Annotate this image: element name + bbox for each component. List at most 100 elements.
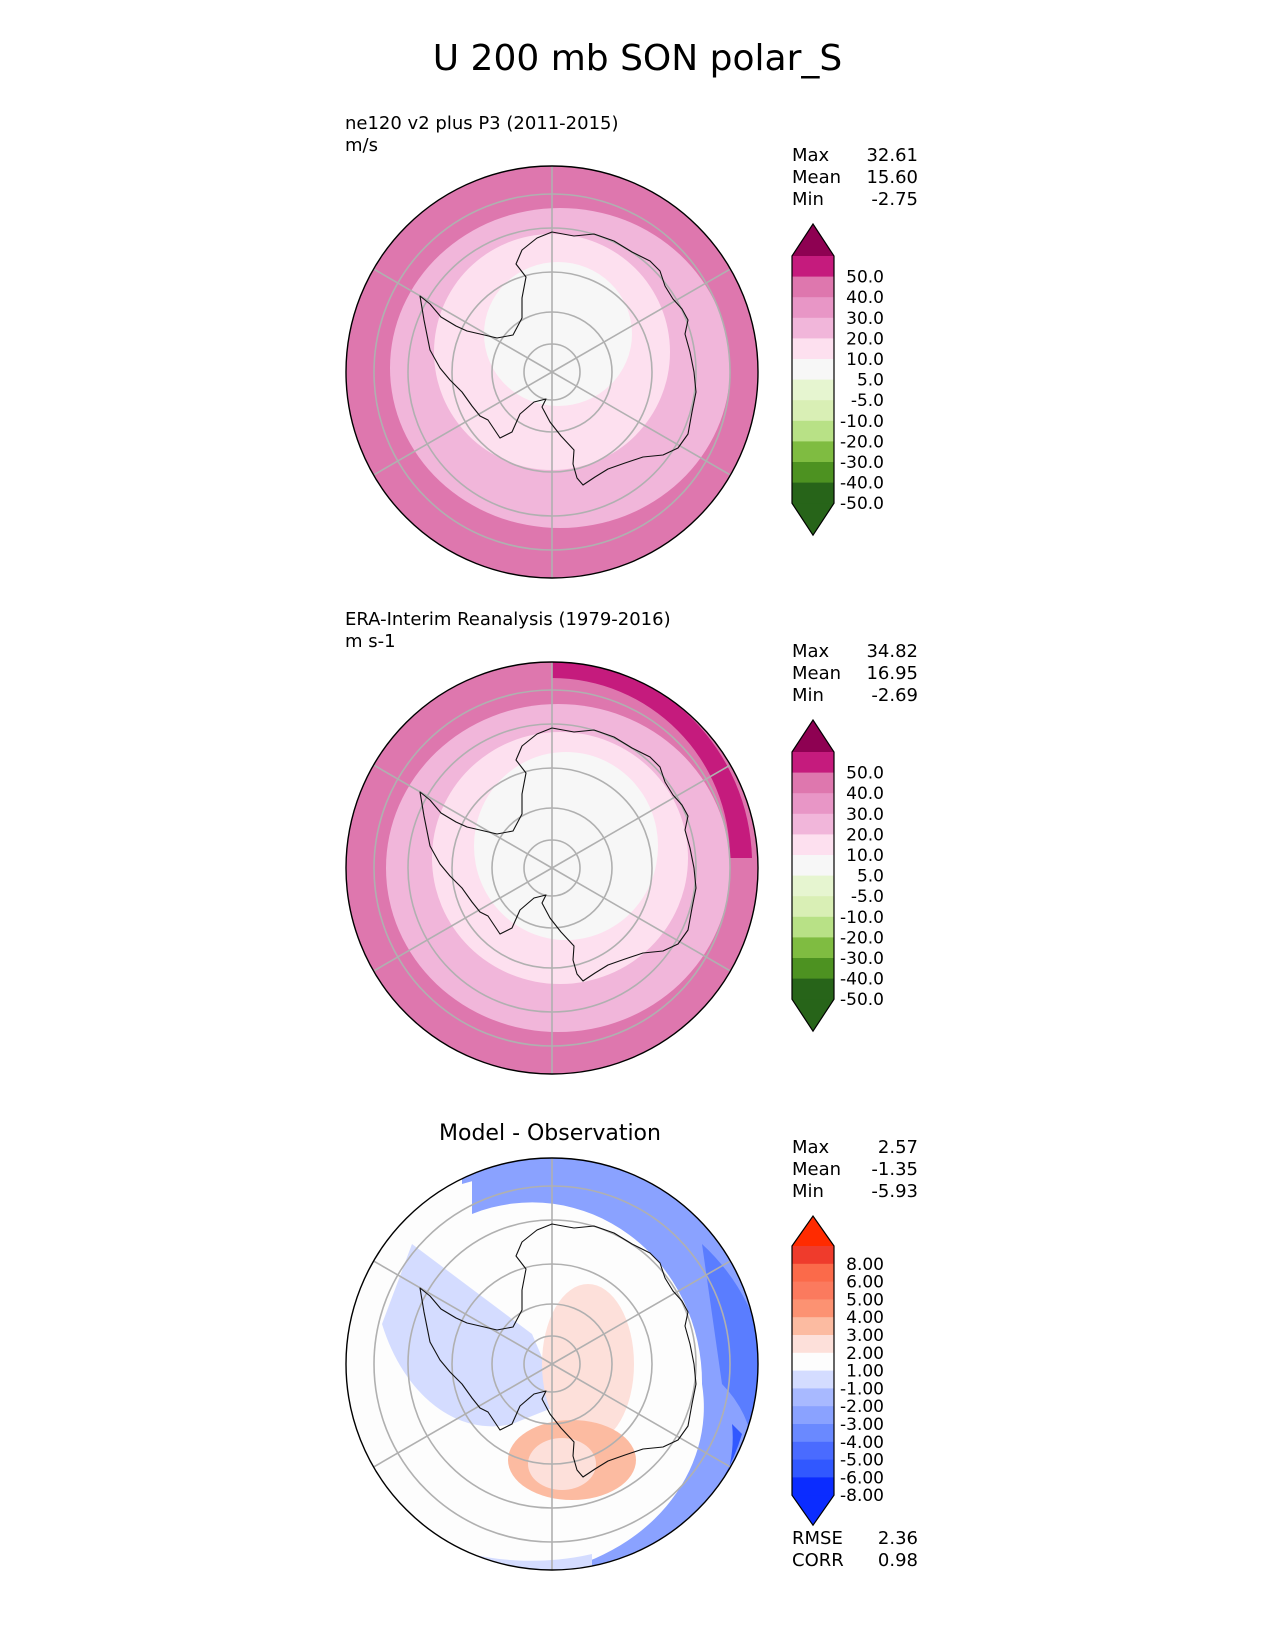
colorbar-extend-bottom — [792, 999, 834, 1032]
metric-rmse: RMSE 2.36 — [792, 1528, 918, 1549]
colorbar-segment — [792, 338, 834, 360]
panel2-title: ERA-Interim Reanalysis (1979-2016) m s-1 — [345, 609, 671, 653]
colorbar-segment — [792, 276, 834, 298]
colorbar-segment — [792, 400, 834, 422]
colorbar-tick-label: -3.00 — [840, 1415, 884, 1435]
cap-low — [484, 262, 632, 406]
panel2-stats: Max 34.82 Mean 16.95 Min -2.69 — [792, 641, 918, 707]
positive-center — [542, 1284, 634, 1444]
colorbar-tick-label: 10.0 — [846, 846, 884, 866]
colorbar-outline — [791, 1214, 835, 1527]
colorbar-segment — [792, 297, 834, 319]
panel3-map — [345, 1157, 759, 1571]
sector-30-40 — [552, 662, 752, 858]
stat-max: Max 2.57 — [792, 1137, 918, 1158]
colorbar-extend-bottom — [792, 503, 834, 536]
colorbar-tick-label: -40.0 — [840, 970, 884, 990]
colorbar-tick-label: 20.0 — [846, 825, 884, 845]
colorbar-segment — [792, 482, 834, 504]
colorbar-extend-top — [792, 224, 834, 256]
map-fill — [346, 1158, 758, 1570]
colorbar-segment — [792, 896, 834, 918]
colorbar-tick-label: 5.0 — [857, 371, 884, 391]
colorbar-segment — [792, 441, 834, 463]
colorbar-tick-label: 5.00 — [846, 1290, 884, 1310]
colorbar-tick-label: 1.00 — [846, 1362, 884, 1382]
colorbar-segment — [792, 793, 834, 815]
colorbar-tick-label: 3.00 — [846, 1326, 884, 1346]
panel1-stats: Max 32.61 Mean 15.60 Min -2.75 — [792, 145, 918, 211]
colorbar-segment — [792, 256, 834, 278]
colorbar-segment — [792, 1281, 834, 1300]
map-boundary — [345, 165, 759, 579]
colorbar-tick-label: -6.00 — [840, 1468, 884, 1488]
colorbar-segment — [792, 1406, 834, 1425]
colorbar-tick-label: 5.0 — [857, 867, 884, 887]
panel1-colorbar: 50.040.030.020.010.05.0-5.0-10.0-20.0-30… — [791, 222, 884, 537]
colorbar-segment — [792, 379, 834, 401]
panel2-units: m s-1 — [345, 631, 396, 652]
colorbar-tick-label: 20.0 — [846, 329, 884, 349]
band-east-minus5 — [572, 1244, 758, 1570]
colorbar-tick-label: 40.0 — [846, 288, 884, 308]
colorbar-segment — [792, 916, 834, 938]
colorbar-segment — [792, 1335, 834, 1354]
colorbar-segment — [792, 1459, 834, 1478]
colorbar-tick-label: -20.0 — [840, 432, 884, 452]
stat-max: Max 34.82 — [792, 641, 918, 662]
stat-min: Min -5.93 — [792, 1181, 918, 1202]
colorbar-segment — [792, 462, 834, 484]
panel1-title-line1: ne120 v2 plus P3 (2011-2015) — [345, 113, 619, 134]
figure-title: U 200 mb SON polar_S — [432, 38, 843, 79]
colorbar-tick-label: -4.00 — [840, 1433, 884, 1453]
colorbar-segment — [792, 978, 834, 1000]
colorbar-tick-label: -50.0 — [840, 990, 884, 1010]
colorbar-segment — [792, 875, 834, 897]
colorbar-tick-label: -20.0 — [840, 928, 884, 948]
map-fill — [346, 166, 758, 578]
colorbar-segment — [792, 1299, 834, 1318]
band-west-minus1 — [382, 1244, 562, 1427]
colorbar-segment — [792, 359, 834, 381]
colorbar-tick-label: -30.0 — [840, 949, 884, 969]
stat-mean: Mean 15.60 — [792, 167, 918, 188]
cap-low — [474, 752, 658, 940]
stat-max: Max 32.61 — [792, 145, 918, 166]
colorbar-segment — [792, 1388, 834, 1407]
colorbar-tick-label: 4.00 — [846, 1308, 884, 1328]
colorbar-outline — [791, 222, 835, 537]
colorbar-segment — [792, 834, 834, 856]
colorbar-tick-label: -40.0 — [840, 474, 884, 494]
colorbar-segment — [792, 1317, 834, 1336]
colorbar-tick-label: 2.00 — [846, 1344, 884, 1364]
colorbar-outline — [791, 718, 835, 1033]
metric-corr: CORR 0.98 — [792, 1550, 918, 1571]
colorbar-tick-label: -30.0 — [840, 453, 884, 473]
colorbar-segment — [792, 752, 834, 774]
stat-min: Min -2.75 — [792, 189, 918, 210]
colorbar-extend-top — [792, 720, 834, 752]
colorbar-extend-top — [792, 1216, 834, 1246]
antarctica-coastline — [419, 231, 697, 486]
colorbar-tick-label: -10.0 — [840, 412, 884, 432]
panel3-title: Model - Observation — [439, 1121, 661, 1146]
colorbar-segment — [792, 813, 834, 835]
colorbar-tick-label: 40.0 — [846, 784, 884, 804]
colorbar-segment — [792, 772, 834, 794]
panel3-colorbar: 8.006.005.004.003.002.001.00-1.00-2.00-3… — [791, 1214, 884, 1527]
colorbar-tick-label: -2.00 — [840, 1397, 884, 1417]
colorbar-segment — [792, 1441, 834, 1461]
panel1-map — [345, 165, 759, 579]
colorbar-segment — [792, 1477, 834, 1496]
panel3-stats: Max 2.57 Mean -1.35 Min -5.93 — [792, 1137, 918, 1203]
panel2-colorbar: 50.040.030.020.010.05.0-5.0-10.0-20.0-30… — [791, 718, 884, 1033]
map-boundary — [345, 1157, 759, 1571]
colorbar-tick-label: 30.0 — [846, 805, 884, 825]
colorbar-tick-label: 50.0 — [846, 268, 884, 288]
colorbar-segment — [792, 317, 834, 339]
colorbar-segment — [792, 1424, 834, 1443]
stat-mean: Mean -1.35 — [792, 1159, 918, 1180]
colorbar-tick-label: -1.00 — [840, 1379, 884, 1399]
antarctica-coastline — [419, 1223, 697, 1478]
panel3-metrics: RMSE 2.36 CORR 0.98 — [792, 1528, 918, 1572]
